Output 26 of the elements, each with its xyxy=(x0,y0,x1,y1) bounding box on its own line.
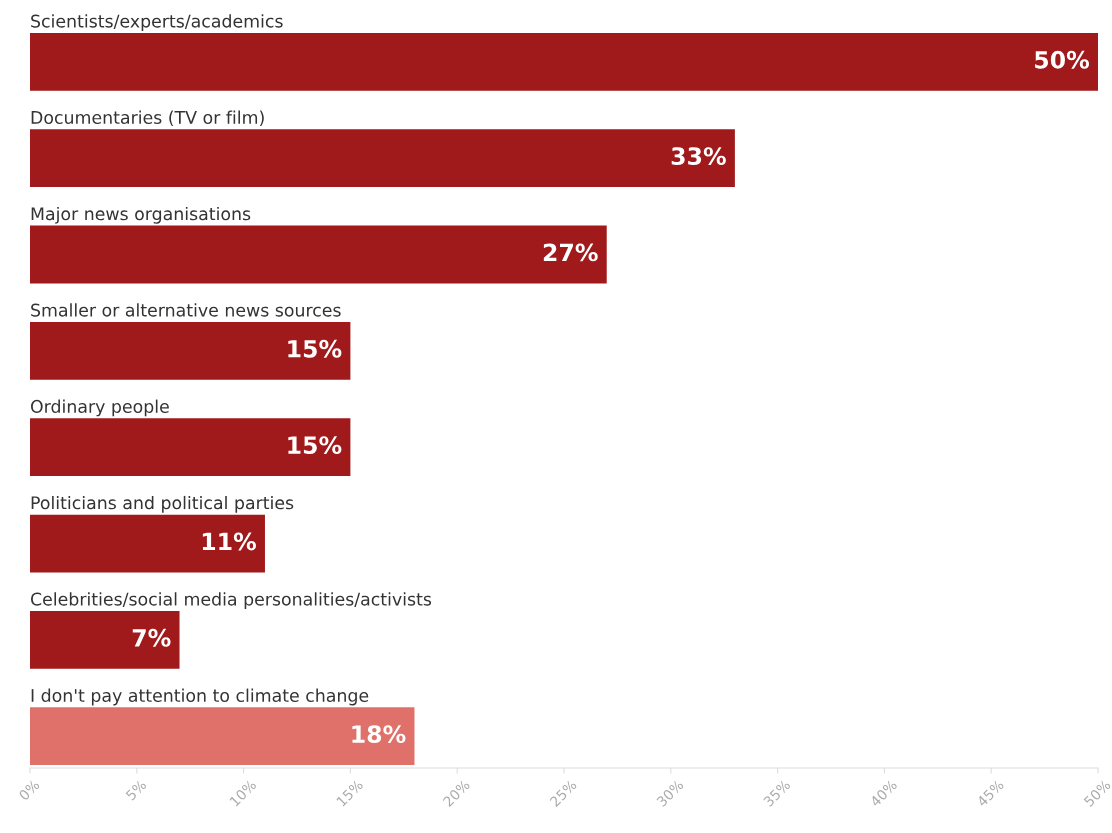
data-label: 50% xyxy=(1035,50,1090,69)
x-tick-label: 0% xyxy=(18,779,41,801)
y-tick-label: Documentaries (TV or film) xyxy=(31,110,264,127)
bar xyxy=(30,32,1098,91)
bar xyxy=(30,418,351,477)
bar xyxy=(30,225,607,284)
y-tick-label: Major news organisations xyxy=(31,206,251,224)
bar xyxy=(30,321,351,380)
data-label: 11% xyxy=(202,532,256,551)
data-label: 27% xyxy=(543,243,598,262)
bar xyxy=(30,610,180,669)
x-tick-label: 5% xyxy=(125,779,147,801)
y-tick-label: I don't pay attention to climate change xyxy=(31,688,369,706)
data-label: 7% xyxy=(132,628,171,647)
data-label: 18% xyxy=(352,725,406,744)
y-tick-label: Politicians and political parties xyxy=(31,495,294,513)
data-label: 33% xyxy=(671,147,726,166)
bar xyxy=(30,707,415,766)
data-label: 15% xyxy=(288,339,342,358)
bar xyxy=(30,129,735,188)
y-tick-label: Ordinary people xyxy=(30,399,169,417)
bar xyxy=(30,514,265,573)
y-tick-label: Celebrities/social media personalities/activists xyxy=(30,592,432,610)
y-tick-label: Smaller or alternative news sources xyxy=(31,303,341,317)
y-tick-label: Scientists/experts/academics xyxy=(31,14,283,32)
data-label: 15% xyxy=(288,436,342,455)
